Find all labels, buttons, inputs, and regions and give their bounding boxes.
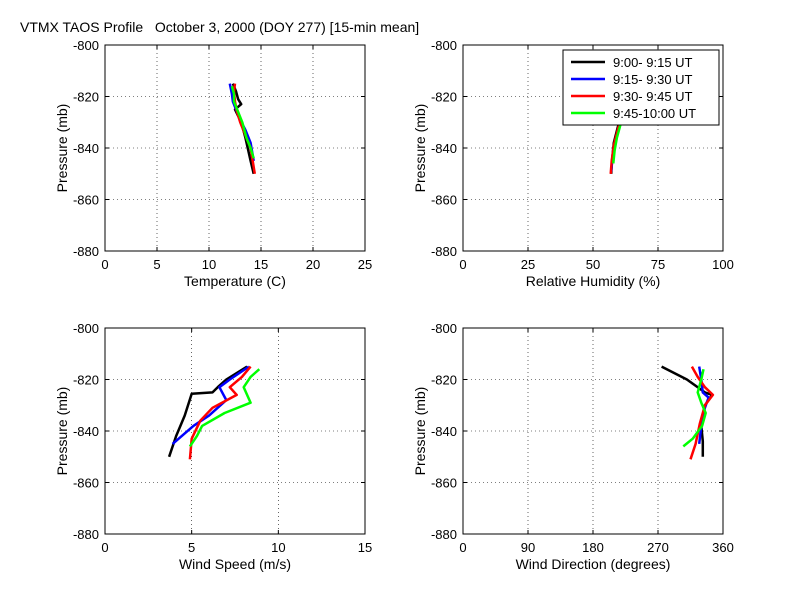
legend-label: 9:45-10:00 UT <box>613 106 696 121</box>
y-tick-label: -840 <box>73 424 99 439</box>
series-line-9-30-9-45-ut <box>188 365 252 460</box>
panel-wind-direction: 0 90 180 270 360 -800 -820 -840 -860 -880 Wind Dir… <box>412 321 734 572</box>
y-tick-label: -860 <box>431 193 457 208</box>
y-tick-label: -820 <box>73 90 99 105</box>
x-tick-label: 360 <box>712 540 734 555</box>
y-axis-label: Pressure (mb) <box>54 104 70 193</box>
x-tick-label: 270 <box>647 540 669 555</box>
y-tick-label: -820 <box>431 373 457 388</box>
series-line-9-15-9-30-ut <box>171 365 250 445</box>
y-tick-label: -840 <box>431 424 457 439</box>
y-axis-label: Pressure (mb) <box>54 387 70 476</box>
x-tick-label: 10 <box>202 257 216 272</box>
y-tick-label: -880 <box>431 527 457 542</box>
x-tick-label: 0 <box>101 540 108 555</box>
y-tick-label: -800 <box>431 38 457 53</box>
x-tick-label: 0 <box>101 257 108 272</box>
x-axis-label: Relative Humidity (%) <box>526 273 661 289</box>
x-tick-label: 75 <box>651 257 665 272</box>
x-tick-label: 0 <box>459 257 466 272</box>
series-line-9-45-10-00-ut <box>682 368 707 448</box>
panel-relative-humidity: 0 25 50 75 100 -800 -820 -840 -860 -880 Relative H… <box>412 38 734 289</box>
y-tick-label: -860 <box>73 476 99 491</box>
series-line-9-45-10-00-ut <box>230 85 255 159</box>
series-line-9-30-9-45-ut <box>689 365 715 460</box>
legend: 9:00- 9:15 UT 9:15- 9:30 UT 9:30- 9:45 UT 9… <box>562 49 720 126</box>
x-tick-label: 5 <box>153 257 160 272</box>
panel-wind-speed: 0 5 10 15 -800 -820 -840 -860 -880 Wind Speed (m/… <box>54 321 372 572</box>
x-tick-label: 20 <box>306 257 320 272</box>
x-tick-label: 15 <box>254 257 268 272</box>
x-tick-label: 15 <box>358 540 372 555</box>
x-tick-label: 100 <box>712 257 734 272</box>
x-tick-label: 180 <box>582 540 604 555</box>
x-tick-label: 50 <box>586 257 600 272</box>
y-axis-label: Pressure (mb) <box>412 387 428 476</box>
series-line-9-45-10-00-ut <box>188 368 261 448</box>
y-tick-label: -880 <box>73 527 99 542</box>
y-tick-label: -820 <box>73 373 99 388</box>
x-tick-label: 25 <box>358 257 372 272</box>
legend-label: 9:00- 9:15 UT <box>613 55 693 70</box>
y-tick-label: -840 <box>431 141 457 156</box>
legend-label: 9:15- 9:30 UT <box>613 72 693 87</box>
panel-temperature: 0 5 10 15 20 25 -800 -820 -840 -860 -880 Temperatur… <box>54 38 372 289</box>
x-axis-label: Temperature (C) <box>184 273 286 289</box>
y-tick-label: -800 <box>73 38 99 53</box>
y-tick-label: -880 <box>73 244 99 259</box>
x-axis-label: Wind Speed (m/s) <box>179 556 291 572</box>
y-tick-label: -840 <box>73 141 99 156</box>
x-tick-label: 10 <box>271 540 285 555</box>
x-tick-label: 25 <box>521 257 535 272</box>
y-tick-label: -800 <box>431 321 457 336</box>
y-tick-label: -800 <box>73 321 99 336</box>
y-tick-label: -860 <box>431 476 457 491</box>
legend-label: 9:30- 9:45 UT <box>613 89 693 104</box>
x-tick-label: 5 <box>188 540 195 555</box>
figure-title: VTMX TAOS Profile October 3, 2000 (DOY 2… <box>20 19 420 35</box>
y-axis-label: Pressure (mb) <box>412 104 428 193</box>
x-tick-label: 0 <box>459 540 466 555</box>
x-axis-label: Wind Direction (degrees) <box>516 556 671 572</box>
x-tick-label: 90 <box>521 540 535 555</box>
y-tick-label: -860 <box>73 193 99 208</box>
y-tick-label: -820 <box>431 90 457 105</box>
series-line-9-00-9-15-ut <box>167 365 248 458</box>
y-tick-label: -880 <box>431 244 457 259</box>
